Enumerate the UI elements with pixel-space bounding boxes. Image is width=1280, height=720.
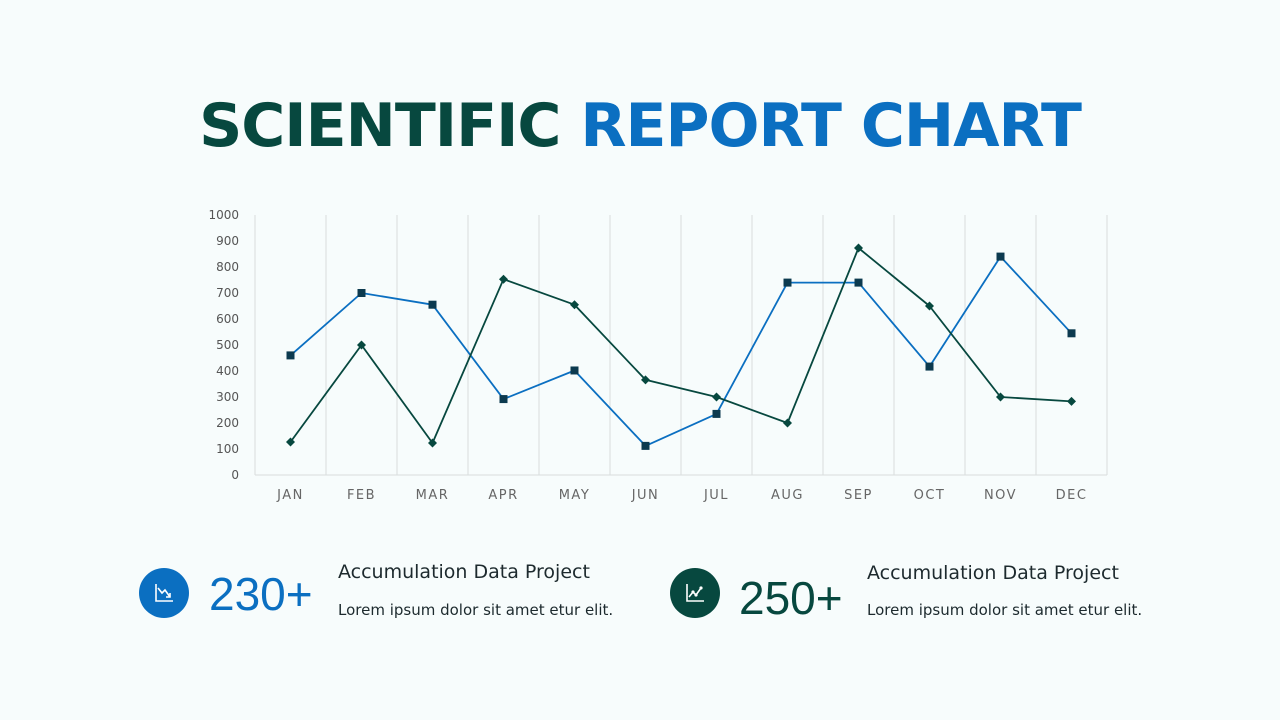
stat-heading: Accumulation Data Project [338,561,590,583]
y-tick-label: 500 [216,338,239,352]
y-tick-label: 300 [216,390,239,404]
y-tick-label: 0 [231,468,239,482]
x-tick-label: DEC [1056,488,1088,503]
data-point [357,340,366,350]
x-tick-label: OCT [914,488,946,503]
stat-heading: Accumulation Data Project [867,562,1119,584]
data-point [286,437,295,447]
data-point [570,300,579,310]
series-line [289,255,1073,447]
stat-value: 250+ [739,572,843,624]
data-point [499,395,508,404]
growth-chart-icon [686,584,704,602]
x-tick-label: NOV [984,488,1017,503]
x-tick-label: AUG [771,488,804,503]
data-point [428,438,437,448]
y-tick-label: 1000 [208,208,239,222]
data-point [357,289,366,297]
data-point [712,409,721,418]
data-point [1067,329,1076,338]
data-point [854,243,863,253]
data-point [428,300,437,309]
stat-block-2: 250+ Accumulation Data Project Lorem ips… [670,560,1150,630]
data-point [783,418,792,428]
page-title: SCIENTIFIC REPORT CHART [0,88,1280,164]
data-point [854,278,863,287]
decline-chart-icon [155,584,173,602]
y-tick-label: 200 [216,416,239,430]
data-point [996,252,1005,261]
data-point [925,301,934,311]
x-tick-label: JUN [631,488,660,503]
data-point [925,362,934,371]
series-line [289,247,1072,444]
data-point [783,278,792,287]
x-tick-label: MAR [416,488,450,503]
x-tick-label: MAY [559,488,591,503]
data-point [712,392,721,402]
stat-description: Lorem ipsum dolor sit amet etur elit. [338,601,614,619]
title-part-1: SCIENTIFIC [199,91,561,161]
y-tick-label: 600 [216,312,239,326]
data-point [996,392,1005,402]
x-tick-label: JAN [276,488,304,503]
x-tick-label: APR [488,488,518,503]
y-tick-label: 800 [216,260,239,274]
y-tick-label: 100 [216,442,239,456]
stat-block-1: 230+ Accumulation Data Project Lorem ips… [139,560,619,630]
stat-description: Lorem ipsum dolor sit amet etur elit. [867,601,1143,619]
data-point [1067,396,1076,406]
y-tick-label: 700 [216,286,239,300]
x-tick-label: JUL [703,488,729,503]
data-point [570,366,579,375]
stat-icon-circle [670,568,720,618]
data-point [641,375,650,385]
x-tick-label: SEP [844,488,873,503]
data-point [641,441,650,450]
y-tick-label: 900 [216,234,239,248]
data-point [499,274,508,284]
y-tick-label: 400 [216,364,239,378]
stat-icon-circle [139,568,189,618]
x-tick-label: FEB [347,488,376,503]
data-point [286,351,295,360]
title-part-2: REPORT CHART [580,91,1082,161]
stat-value: 230+ [209,568,313,620]
